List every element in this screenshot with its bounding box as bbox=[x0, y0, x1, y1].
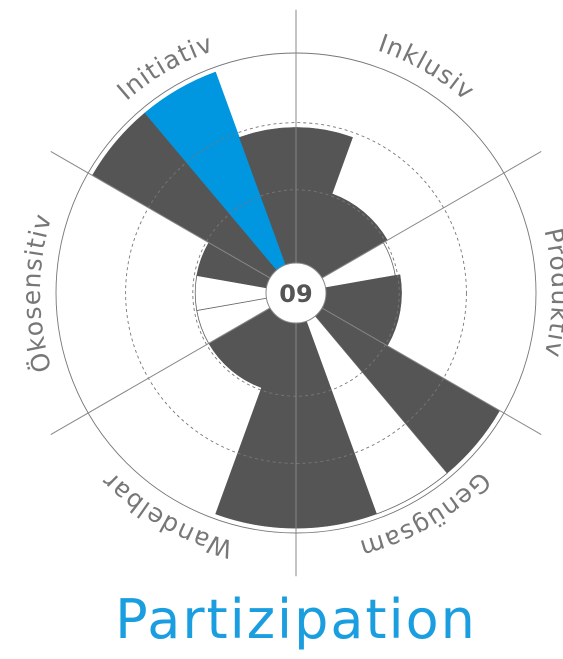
category-label-path: Inklusiv bbox=[375, 28, 480, 106]
chart-title: Partizipation bbox=[115, 588, 477, 651]
category-label: Produktiv bbox=[538, 225, 563, 360]
divider bbox=[50, 292, 297, 436]
category-label-path: Wandelbar bbox=[95, 466, 234, 563]
divider bbox=[295, 150, 542, 294]
bar bbox=[144, 71, 297, 294]
center-hole bbox=[265, 262, 327, 324]
category-label: Wandelbar bbox=[95, 466, 235, 563]
divider bbox=[50, 150, 297, 294]
category-label: Inklusiv bbox=[375, 28, 481, 106]
category-label: Ökosensitiv bbox=[17, 210, 57, 375]
ring bbox=[192, 189, 400, 397]
divider bbox=[295, 292, 542, 436]
ring bbox=[125, 122, 467, 464]
center-label: 09 bbox=[279, 280, 312, 308]
category-label-path: Ökosensitiv bbox=[17, 210, 56, 375]
category-label-path: Produktiv bbox=[538, 225, 563, 360]
